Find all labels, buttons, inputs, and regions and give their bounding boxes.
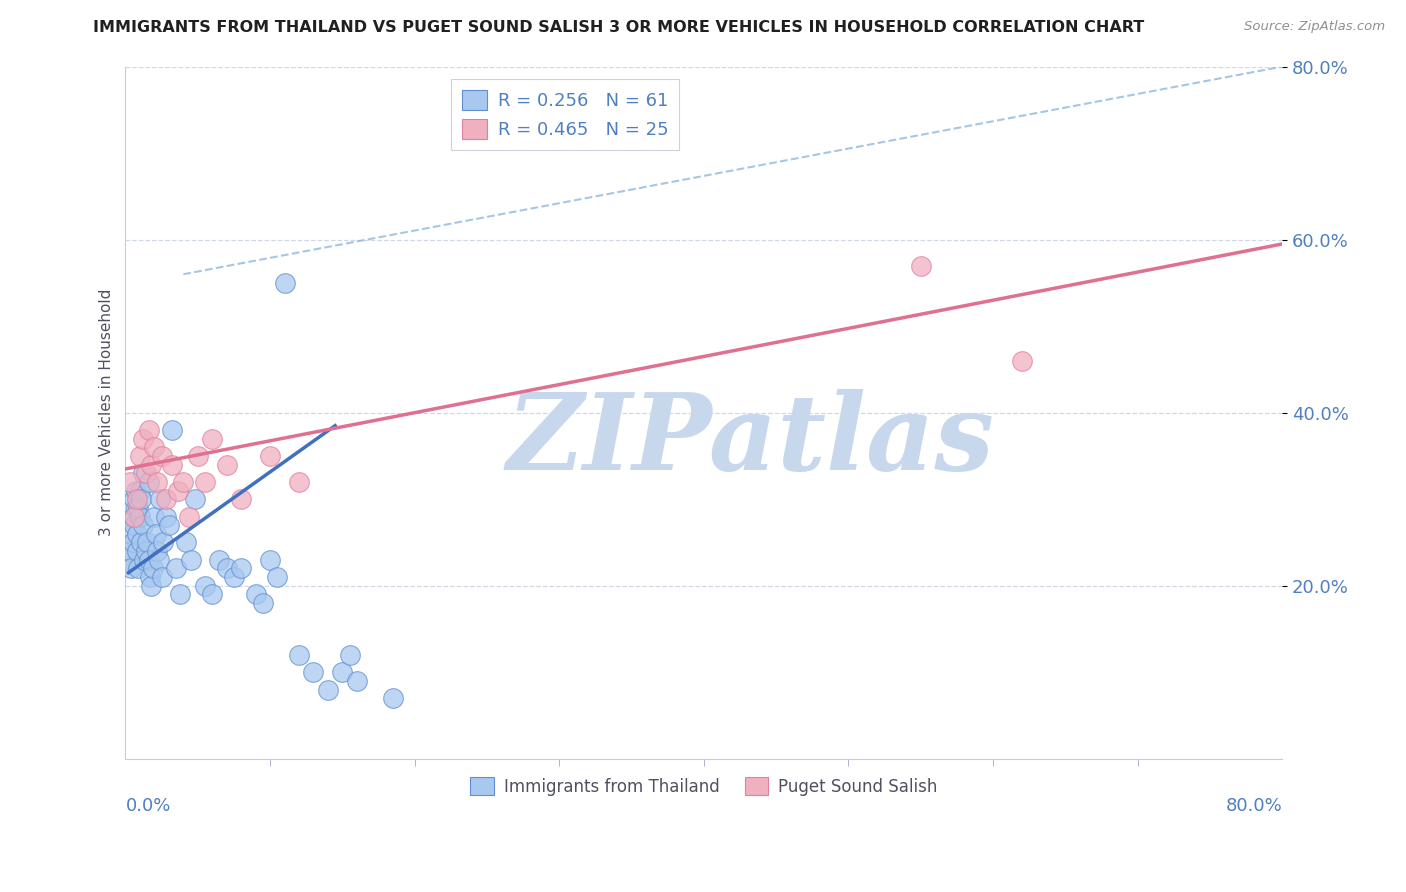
Point: [177, 509, 200, 524]
Point: [288, 648, 311, 662]
Point: [288, 475, 311, 489]
Point: [141, 458, 163, 472]
Point: [132, 467, 155, 481]
Text: IMMIGRANTS FROM THAILAND VS PUGET SOUND SALISH 3 OR MORE VEHICLES IN HOUSEHOLD C: IMMIGRANTS FROM THAILAND VS PUGET SOUND …: [93, 20, 1144, 35]
Point: [165, 561, 187, 575]
Point: [127, 500, 149, 515]
Point: [160, 458, 183, 472]
Point: [174, 535, 197, 549]
Point: [138, 553, 160, 567]
Point: [166, 483, 188, 498]
Point: [148, 553, 170, 567]
Point: [125, 544, 148, 558]
Point: [127, 561, 149, 575]
Point: [118, 544, 141, 558]
Point: [145, 526, 167, 541]
Point: [125, 492, 148, 507]
Point: [157, 518, 180, 533]
Point: [118, 475, 141, 489]
Point: [135, 544, 157, 558]
Point: [910, 259, 932, 273]
Y-axis label: 3 or more Vehicles in Household: 3 or more Vehicles in Household: [100, 289, 114, 536]
Point: [146, 544, 169, 558]
Point: [215, 561, 238, 575]
Point: [150, 449, 173, 463]
Point: [381, 691, 404, 706]
Point: [273, 276, 295, 290]
Point: [120, 561, 142, 575]
Text: ZIPatlas: ZIPatlas: [506, 389, 994, 492]
Point: [121, 535, 143, 549]
Point: [124, 483, 146, 498]
Point: [259, 553, 281, 567]
Point: [1011, 353, 1033, 368]
Point: [222, 570, 245, 584]
Point: [131, 492, 153, 507]
Point: [208, 553, 231, 567]
Point: [134, 553, 156, 567]
Point: [194, 475, 217, 489]
Point: [302, 665, 325, 680]
Point: [346, 673, 368, 688]
Point: [122, 492, 145, 507]
Point: [150, 570, 173, 584]
Point: [131, 535, 153, 549]
Point: [138, 423, 160, 437]
Point: [135, 467, 157, 481]
Point: [138, 475, 160, 489]
Point: [132, 518, 155, 533]
Point: [132, 432, 155, 446]
Point: [122, 518, 145, 533]
Point: [149, 492, 172, 507]
Point: [155, 492, 177, 507]
Point: [136, 535, 159, 549]
Point: [141, 579, 163, 593]
Point: [152, 535, 174, 549]
Point: [160, 423, 183, 437]
Point: [124, 500, 146, 515]
Text: 0.0%: 0.0%: [125, 797, 172, 815]
Point: [129, 509, 152, 524]
Point: [125, 526, 148, 541]
Point: [339, 648, 361, 662]
Point: [129, 483, 152, 498]
Point: [187, 449, 209, 463]
Point: [143, 440, 166, 454]
Point: [139, 570, 162, 584]
Legend: Immigrants from Thailand, Puget Sound Salish: Immigrants from Thailand, Puget Sound Sa…: [464, 771, 943, 803]
Point: [143, 509, 166, 524]
Text: Source: ZipAtlas.com: Source: ZipAtlas.com: [1244, 20, 1385, 33]
Point: [215, 458, 238, 472]
Point: [121, 509, 143, 524]
Point: [252, 596, 274, 610]
Point: [146, 475, 169, 489]
Point: [316, 682, 339, 697]
Point: [172, 475, 194, 489]
Point: [180, 553, 202, 567]
Point: [129, 449, 152, 463]
Point: [231, 561, 253, 575]
Point: [231, 492, 253, 507]
Point: [266, 570, 288, 584]
Point: [194, 579, 217, 593]
Point: [142, 561, 165, 575]
Point: [332, 665, 354, 680]
Point: [184, 492, 207, 507]
Point: [155, 509, 177, 524]
Point: [117, 553, 139, 567]
Text: 80.0%: 80.0%: [1226, 797, 1282, 815]
Point: [169, 587, 191, 601]
Point: [120, 526, 142, 541]
Point: [201, 587, 224, 601]
Point: [201, 432, 224, 446]
Point: [259, 449, 281, 463]
Point: [122, 509, 145, 524]
Point: [245, 587, 267, 601]
